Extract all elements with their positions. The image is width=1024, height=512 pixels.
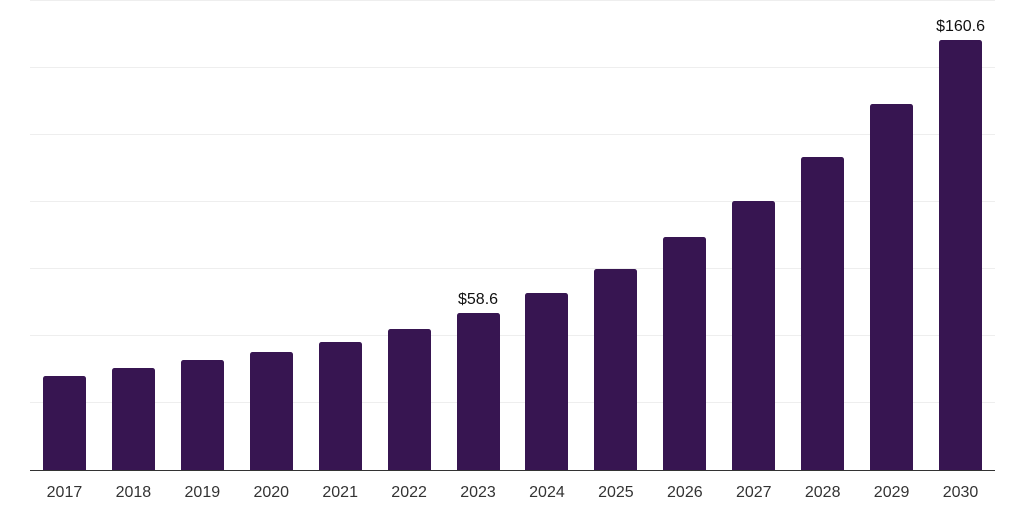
gridline [30, 268, 995, 269]
bar-2030 [939, 39, 983, 470]
bar-2027 [732, 200, 776, 470]
bar-2021 [318, 342, 362, 470]
bar-2023 [456, 312, 500, 470]
bar-value-label-2030: $160.6 [936, 17, 985, 35]
bar-2024 [525, 293, 569, 470]
x-tick-label-2024: 2024 [529, 484, 565, 501]
x-tick-label-2028: 2028 [804, 484, 841, 501]
x-tick-label-2027: 2027 [735, 484, 772, 501]
gridline [30, 134, 995, 135]
x-tick-label-2020: 2020 [253, 484, 290, 501]
bar-2018 [111, 368, 155, 470]
x-tick-label-2029: 2029 [873, 484, 910, 501]
x-tick-label-2025: 2025 [598, 484, 634, 501]
gridline [30, 0, 995, 1]
x-tick-label-2023: 2023 [460, 484, 496, 501]
bar-2026 [663, 237, 707, 470]
bar-2028 [801, 157, 845, 470]
bar-2017 [42, 376, 86, 470]
bar-2019 [180, 360, 224, 470]
x-tick-label-2018: 2018 [115, 484, 152, 501]
x-axis: 2017 2018 2019 2020 2021 2022 2023 2024 2025 2026… [30, 483, 995, 505]
gridline [30, 335, 995, 336]
x-tick-label-2021: 2021 [322, 484, 358, 501]
gridline [30, 201, 995, 202]
bar-2020 [249, 352, 293, 470]
bar-2022 [387, 329, 431, 470]
gridline [30, 67, 995, 68]
plot-area: $58.6 $160.6 [30, 0, 995, 471]
bar-2025 [594, 269, 638, 470]
bar-2029 [870, 104, 914, 470]
bar-value-label-2023: $58.6 [458, 290, 499, 308]
x-tick-label-2030: 2030 [942, 484, 979, 501]
x-tick-label-2022: 2022 [391, 484, 427, 501]
x-tick-label-2026: 2026 [667, 484, 703, 501]
x-tick-label-2017: 2017 [46, 484, 83, 501]
x-tick-label-2019: 2019 [184, 484, 221, 501]
gridline [30, 402, 995, 403]
